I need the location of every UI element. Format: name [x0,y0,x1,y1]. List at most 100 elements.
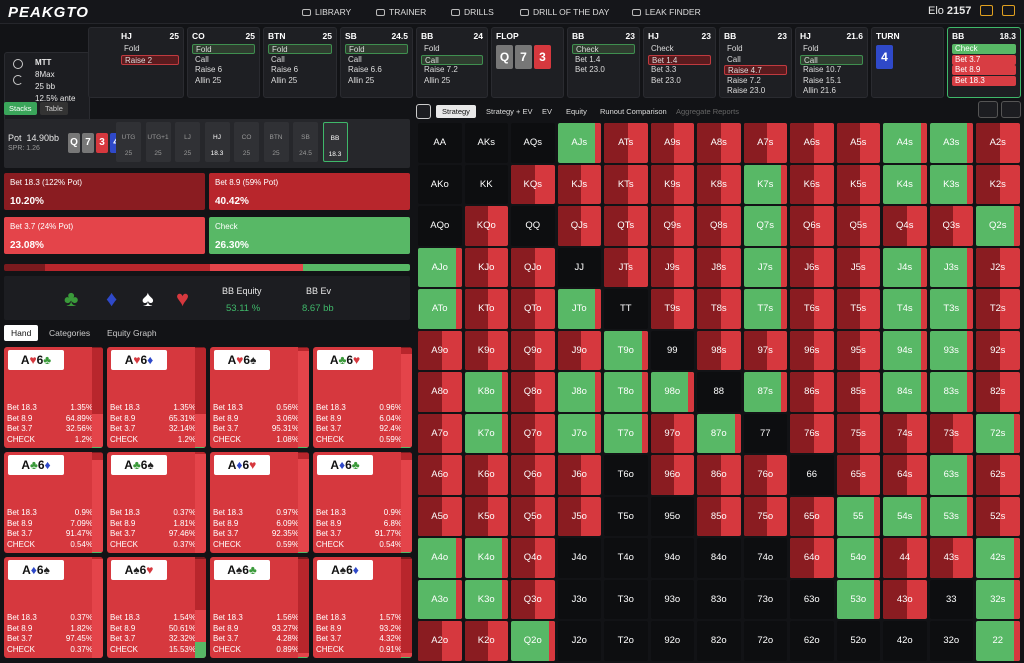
range-cell[interactable]: A4s [883,123,927,163]
share-icon[interactable] [978,101,998,118]
action-option[interactable]: Call [348,54,362,64]
tab-equity[interactable]: Equity [566,107,587,116]
range-cell[interactable]: 83o [697,579,741,619]
action-option[interactable]: Raise 7.2 [424,65,458,74]
range-cell[interactable]: 98o [650,372,694,412]
action-option[interactable]: Raise 10.7 [803,65,842,74]
range-cell[interactable]: 62o [790,621,834,661]
range-cell[interactable]: 95o [650,496,694,536]
range-cell[interactable]: 63s [929,455,973,495]
range-cell[interactable]: 73o [743,579,787,619]
range-cell[interactable]: K7s [743,164,787,204]
range-cell[interactable]: 62s [976,455,1020,495]
combo-card[interactable]: A♥6♦ Bet 18.3 1.35% Bet 8.9 65.31% Bet 3.7 32.… [107,347,206,448]
range-cell[interactable]: Q7s [743,206,787,246]
range-cell[interactable]: K3o [464,579,508,619]
range-cell[interactable]: 54o [836,538,880,578]
select-all-checkbox[interactable] [416,104,431,119]
range-cell[interactable]: 97s [743,330,787,370]
range-cell[interactable]: T5s [836,289,880,329]
range-cell[interactable]: T3s [929,289,973,329]
action-option[interactable]: Raise 15.1 [803,75,842,85]
refresh-icon[interactable] [13,75,23,85]
range-cell[interactable]: Q2o [511,621,555,661]
range-cell[interactable]: 92s [976,330,1020,370]
range-cell[interactable]: J2s [976,247,1020,287]
range-cell[interactable]: 93o [650,579,694,619]
range-cell[interactable]: 82o [697,621,741,661]
range-cell[interactable]: J4s [883,247,927,287]
range-cell[interactable]: Q4s [883,206,927,246]
range-cell[interactable]: 74s [883,413,927,453]
action-card-sb[interactable]: SB 24.5 Fold Call Raise 6.6 Allin 25 [340,27,413,98]
action-option[interactable]: Allin 25 [271,75,298,85]
range-cell[interactable]: 74o [743,538,787,578]
range-cell[interactable]: Q3o [511,579,555,619]
range-cell[interactable]: 99 [650,330,694,370]
range-cell[interactable]: J8s [697,247,741,287]
range-cell[interactable]: T6o [604,455,648,495]
tab-categories[interactable]: Categories [49,328,91,338]
peakgto-logo[interactable]: PEAKGTO [8,4,89,21]
combo-card[interactable]: A♦6♥ Bet 18.3 0.97% Bet 8.9 6.09% Bet 3.7 92.3… [210,452,309,553]
range-cell[interactable]: 84s [883,372,927,412]
tab-table[interactable]: Table [40,102,68,115]
tab-stacks[interactable]: Stacks [4,102,37,115]
tab-ev[interactable]: EV [542,107,553,116]
range-cell[interactable]: A3o [418,579,462,619]
range-cell[interactable]: 82s [976,372,1020,412]
action-option[interactable]: Allin 21.6 [803,86,836,95]
range-cell[interactable]: KJs [557,164,601,204]
range-cell[interactable]: K6s [790,164,834,204]
action-option[interactable]: Allin 25 [348,75,375,85]
range-cell[interactable]: Q5s [836,206,880,246]
range-cell[interactable]: AQo [418,206,462,246]
range-cell[interactable]: T6s [790,289,834,329]
range-cell[interactable]: A5s [836,123,880,163]
range-cell[interactable]: K5o [464,496,508,536]
range-cell[interactable]: 32s [976,579,1020,619]
nav-trainer[interactable]: TRAINER [376,7,426,17]
range-cell[interactable]: J5s [836,247,880,287]
action-option[interactable]: Call [271,54,285,64]
range-cell[interactable]: T3o [604,579,648,619]
range-cell[interactable]: 43o [883,579,927,619]
action-option[interactable]: Raise 6.6 [348,65,382,74]
range-cell[interactable]: A9o [418,330,462,370]
seat-hj[interactable]: HJ 18.3 [204,122,230,162]
action-option[interactable]: Check [572,44,635,54]
gamepad-icon[interactable] [1001,101,1021,118]
range-cell[interactable]: T8o [604,372,648,412]
diamond-suit-icon[interactable]: ♦ [106,286,118,311]
range-cell[interactable]: KTs [604,164,648,204]
range-cell[interactable]: Q2s [976,206,1020,246]
tab-aggregate-reports[interactable]: Aggregate Reports [676,107,739,116]
range-cell[interactable]: QQ [511,206,555,246]
settings-icon[interactable] [13,59,23,69]
range-cell[interactable]: J6o [557,455,601,495]
action-option[interactable]: Bet 1.4 [648,54,711,65]
range-cell[interactable]: J8o [557,372,601,412]
range-cell[interactable]: K4s [883,164,927,204]
menu-icon[interactable] [1002,5,1015,16]
range-cell[interactable]: K2s [976,164,1020,204]
range-cell[interactable]: J6s [790,247,834,287]
seat-lj[interactable]: LJ 25 [175,122,200,162]
range-cell[interactable]: 86o [697,455,741,495]
combo-card[interactable]: A♠6♦ Bet 18.3 1.57% Bet 8.9 93.2% Bet 3.7 4.32… [313,557,412,658]
range-cell[interactable]: J5o [557,496,601,536]
range-cell[interactable]: TT [604,289,648,329]
action-option[interactable]: Fold [424,44,440,53]
range-cell[interactable]: JTs [604,247,648,287]
range-cell[interactable]: 43s [929,538,973,578]
range-cell[interactable]: 64o [790,538,834,578]
range-cell[interactable]: A4o [418,538,462,578]
range-cell[interactable]: A5o [418,496,462,536]
action-card-hj[interactable]: HJ 23 Check Bet 1.4 Bet 3.3 Bet 23.0 [643,27,716,98]
range-cell[interactable]: ATo [418,289,462,329]
range-cell[interactable]: 72o [743,621,787,661]
seat-co[interactable]: CO 25 [234,122,259,162]
range-cell[interactable]: 42o [883,621,927,661]
range-cell[interactable]: 73s [929,413,973,453]
seat-utg[interactable]: UTG 25 [116,122,141,162]
